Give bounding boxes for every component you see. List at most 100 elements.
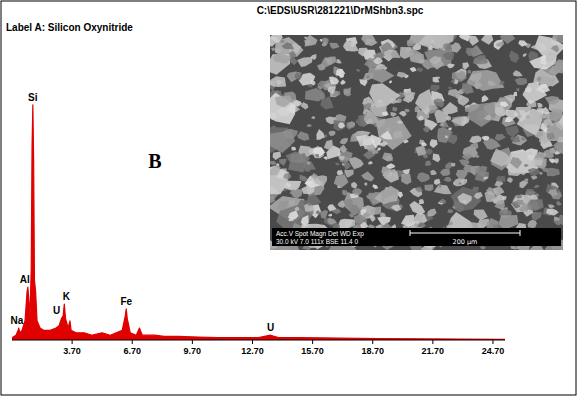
scale-bar-end <box>520 230 521 236</box>
sem-particle <box>391 112 397 117</box>
sem-particle <box>542 167 548 172</box>
sem-particle <box>410 67 417 72</box>
peak-label: Fe <box>120 296 132 307</box>
sem-particle <box>556 142 563 155</box>
sem-particle <box>301 102 309 110</box>
sem-particle <box>324 84 332 88</box>
sem-particle <box>425 149 433 156</box>
sem-particle <box>397 72 408 78</box>
sem-particle <box>295 72 302 80</box>
sem-particle <box>470 143 478 150</box>
sem-particle <box>446 116 451 120</box>
sem-particle <box>428 105 438 111</box>
sem-particle <box>297 131 309 141</box>
sem-particle <box>382 153 393 162</box>
sem-particle <box>304 40 311 46</box>
sem-particle <box>361 35 375 45</box>
sem-particle <box>463 62 470 70</box>
sem-particle <box>430 85 440 92</box>
sem-particle <box>447 64 455 69</box>
sem-particle <box>522 82 547 104</box>
sem-particle <box>409 49 422 61</box>
sem-particle <box>424 184 433 191</box>
sem-particle <box>310 54 316 60</box>
sem-particle <box>444 177 452 182</box>
sem-particle <box>337 170 344 175</box>
sem-particle <box>364 183 367 187</box>
sem-particle <box>546 184 561 196</box>
sem-particle <box>338 122 345 128</box>
sem-particle <box>304 37 307 40</box>
sem-particle <box>361 171 374 181</box>
sem-particle <box>513 70 523 76</box>
x-tick-label: 9.70 <box>184 346 202 356</box>
sem-particle <box>491 113 497 117</box>
sem-particle <box>283 173 291 180</box>
sem-particle <box>475 166 487 178</box>
sem-particle <box>393 131 403 139</box>
sem-particle <box>510 136 520 142</box>
sem-particle <box>500 101 508 107</box>
sem-particle <box>535 152 547 161</box>
sem-particle <box>495 199 505 210</box>
sem-particle <box>351 182 357 189</box>
sem-particle <box>403 91 416 102</box>
peak-label: Si <box>28 92 38 103</box>
x-tick <box>372 340 373 344</box>
sem-particle <box>279 159 287 166</box>
sem-particle <box>434 179 441 185</box>
sem-particle <box>356 135 372 146</box>
chart: C:\EDS\USR\281221\DrMShbn3.spcLabel A: S… <box>0 0 577 396</box>
sem-particle <box>532 212 542 221</box>
sem-particle <box>521 137 526 141</box>
sem-particle <box>343 162 351 170</box>
x-tick-label: 3.70 <box>63 346 81 356</box>
x-tick-label: 6.70 <box>123 346 141 356</box>
sem-particle <box>273 152 282 160</box>
sem-particle <box>405 48 411 52</box>
info-values: 30.0 kV 7.0 111x BSE 11.4 0 <box>276 238 358 245</box>
sem-particle <box>459 182 463 184</box>
sem-particle <box>329 76 339 84</box>
sem-particle <box>517 195 522 198</box>
sem-particle <box>526 115 531 119</box>
sem-particle <box>546 51 558 62</box>
x-tick <box>132 340 133 344</box>
sem-particle <box>389 80 392 83</box>
sem-particle <box>518 40 528 47</box>
sem-particle <box>336 59 342 64</box>
sem-particle <box>323 156 328 160</box>
sem-particle <box>421 143 427 147</box>
sem-particle <box>481 35 493 45</box>
sem-particle <box>527 154 534 161</box>
sem-particle <box>388 98 398 104</box>
sem-particle <box>548 204 555 208</box>
x-tick <box>192 340 193 344</box>
info-bar <box>272 228 561 246</box>
sem-particle <box>429 56 442 64</box>
sem-particle <box>528 219 537 227</box>
sem-particle <box>344 220 355 228</box>
sem-particle <box>366 75 370 78</box>
sem-particle <box>328 214 332 217</box>
sem-particle <box>447 209 453 213</box>
sem-particle <box>297 57 312 67</box>
sem-particle <box>554 217 560 221</box>
sem-particle <box>474 192 483 199</box>
sem-particle <box>272 125 276 129</box>
sem-particle <box>282 42 295 49</box>
sem-particle <box>339 145 347 153</box>
sem-particle <box>270 130 295 153</box>
sem-particle <box>329 43 339 49</box>
sem-image <box>270 35 563 250</box>
sem-particle <box>437 77 441 80</box>
sem-particle <box>441 123 445 127</box>
sem-particle <box>448 221 453 225</box>
sem-particle <box>484 177 489 180</box>
sem-particle <box>554 59 563 73</box>
sem-particle <box>469 35 479 45</box>
sem-particle <box>439 199 446 204</box>
sem-particle <box>496 41 504 47</box>
sem-particle <box>294 207 299 212</box>
sem-particle <box>352 188 362 195</box>
